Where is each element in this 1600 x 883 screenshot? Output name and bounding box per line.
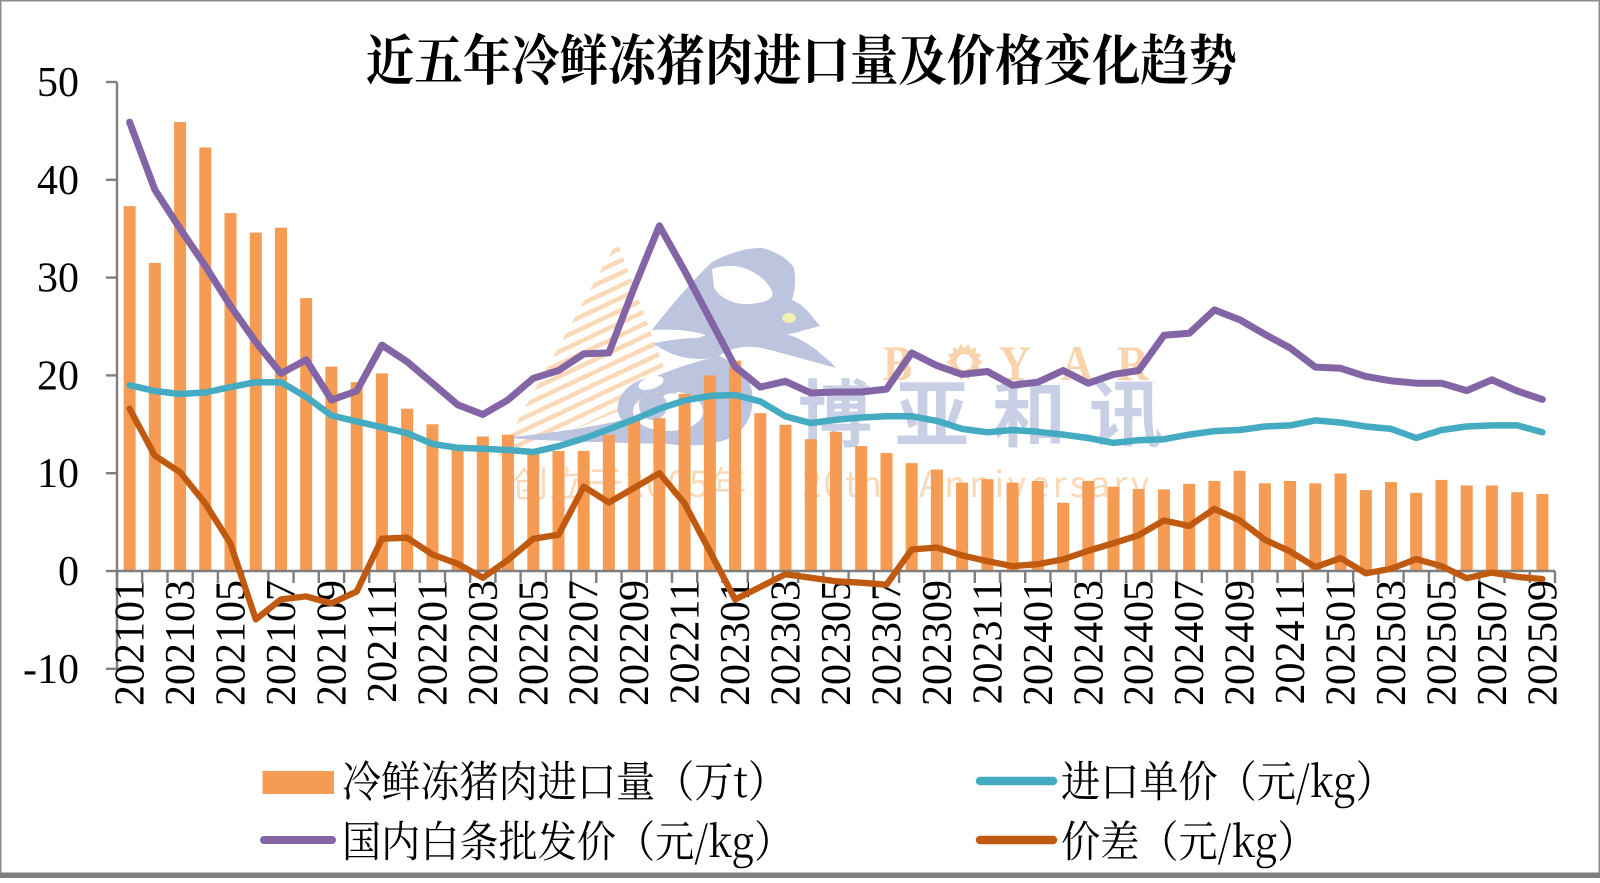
svg-text:202303: 202303: [764, 580, 810, 706]
svg-text:202305: 202305: [814, 580, 860, 706]
svg-text:202407: 202407: [1167, 580, 1213, 706]
svg-text:202207: 202207: [562, 580, 608, 706]
svg-text:202203: 202203: [461, 580, 507, 706]
svg-text:202509: 202509: [1520, 580, 1566, 706]
svg-text:202111: 202111: [360, 580, 406, 703]
svg-text:202103: 202103: [158, 580, 204, 706]
svg-text:202205: 202205: [511, 580, 557, 706]
svg-text:20: 20: [37, 353, 79, 399]
svg-text:0: 0: [58, 549, 79, 595]
svg-text:202209: 202209: [612, 580, 658, 706]
svg-text:202507: 202507: [1470, 580, 1516, 706]
svg-text:202503: 202503: [1369, 580, 1415, 706]
svg-text:202401: 202401: [1016, 580, 1062, 706]
svg-text:10: 10: [37, 451, 79, 497]
svg-text:202405: 202405: [1117, 580, 1163, 706]
svg-text:-10: -10: [23, 647, 79, 693]
svg-text:202201: 202201: [410, 580, 456, 706]
svg-text:202309: 202309: [915, 580, 961, 706]
svg-text:202505: 202505: [1420, 580, 1466, 706]
svg-text:202311: 202311: [965, 580, 1011, 704]
svg-text:202501: 202501: [1319, 580, 1365, 706]
svg-text:40: 40: [37, 158, 79, 204]
svg-text:202211: 202211: [663, 580, 709, 704]
svg-text:202307: 202307: [865, 580, 911, 706]
svg-text:50: 50: [37, 60, 79, 106]
svg-text:202101: 202101: [108, 580, 154, 706]
svg-text:30: 30: [37, 256, 79, 302]
svg-text:202411: 202411: [1268, 580, 1314, 704]
svg-text:202409: 202409: [1218, 580, 1264, 706]
svg-text:202403: 202403: [1066, 580, 1112, 706]
